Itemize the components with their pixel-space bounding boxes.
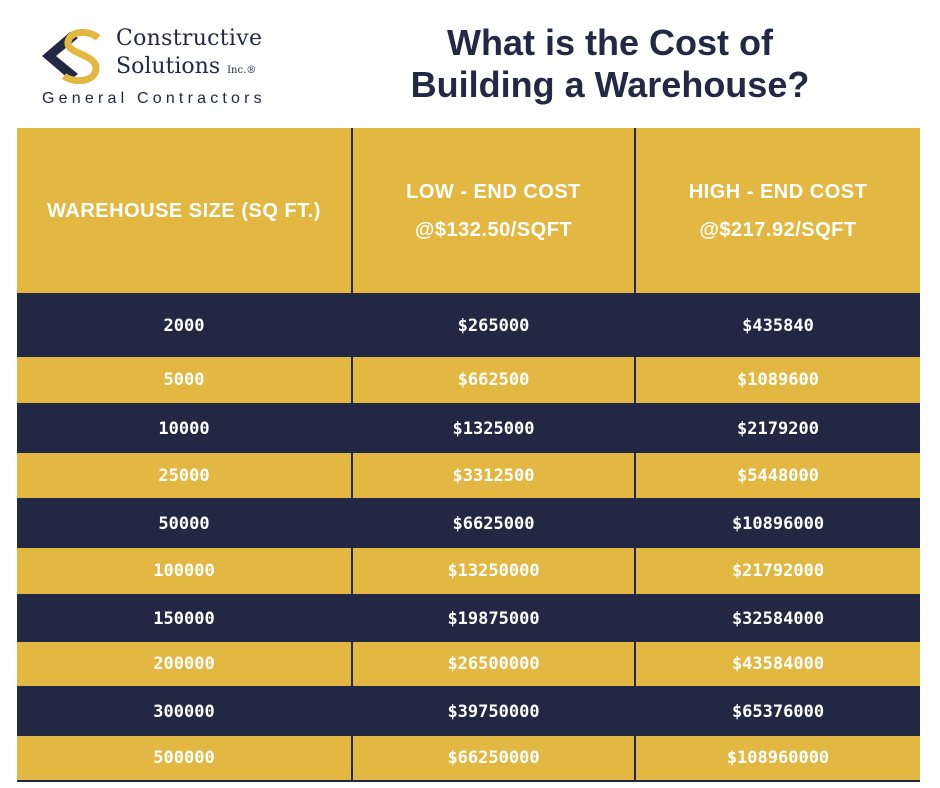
brand-suffix: Inc.® — [227, 65, 257, 76]
size-cell: 300000 — [17, 688, 353, 736]
size-cell: 200000 — [17, 642, 353, 688]
size-cell: 500000 — [17, 736, 353, 782]
high-end-cost-cell: $43584000 — [636, 642, 920, 688]
table-row: 10000 $1325000 $2179200 — [17, 405, 920, 453]
low-end-cost-cell: $26500000 — [353, 642, 636, 688]
low-end-cost-cell: $13250000 — [353, 548, 636, 596]
table-row: 500000 $66250000 $108960000 — [17, 736, 920, 782]
size-cell: 10000 — [17, 405, 353, 453]
table-header-row: WAREHOUSE SIZE (SQ FT.) LOW - END COST @$… — [17, 128, 920, 295]
low-end-cost-cell: $6625000 — [353, 500, 636, 548]
high-end-cost-cell: $108960000 — [636, 736, 920, 782]
size-cell: 5000 — [17, 357, 353, 405]
low-end-cost-cell: $19875000 — [353, 596, 636, 642]
table-row: 200000 $26500000 $43584000 — [17, 642, 920, 688]
high-end-cost-cell: $1089600 — [636, 357, 920, 405]
low-end-cost-cell: $66250000 — [353, 736, 636, 782]
size-cell: 150000 — [17, 596, 353, 642]
logo-mark-icon — [42, 29, 101, 84]
header-low-end-rate: @$132.50/SQFT — [414, 218, 573, 241]
high-end-cost-cell: $65376000 — [636, 688, 920, 736]
high-end-cost-cell: $10896000 — [636, 500, 920, 548]
header-high-end-label: HIGH - END COST — [688, 180, 868, 203]
high-end-cost-cell: $21792000 — [636, 548, 920, 596]
table-row: 5000 $662500 $1089600 — [17, 357, 920, 405]
low-end-cost-cell: $265000 — [353, 295, 636, 357]
high-end-cost-cell: $435840 — [636, 295, 920, 357]
company-logo: Constructive Solutions Inc.® General Con… — [40, 24, 270, 114]
header-high-end: HIGH - END COST @$217.92/SQFT — [636, 128, 920, 295]
low-end-cost-cell: $1325000 — [353, 405, 636, 453]
low-end-cost-cell: $39750000 — [353, 688, 636, 736]
high-end-cost-cell: $32584000 — [636, 596, 920, 642]
brand-name-solutions: Solutions — [116, 54, 221, 79]
table-row: 25000 $3312500 $5448000 — [17, 453, 920, 500]
title-line2: Building a Warehouse? — [410, 64, 810, 105]
high-end-cost-cell: $2179200 — [636, 405, 920, 453]
brand-tagline: General Contractors — [42, 90, 266, 107]
header-size-label: WAREHOUSE SIZE (SQ FT.) — [47, 199, 321, 222]
table-row: 150000 $19875000 $32584000 — [17, 596, 920, 642]
header-size: WAREHOUSE SIZE (SQ FT.) — [17, 128, 353, 295]
size-cell: 25000 — [17, 453, 353, 500]
header-low-end-label: LOW - END COST — [406, 180, 581, 203]
size-cell: 50000 — [17, 500, 353, 548]
low-end-cost-cell: $3312500 — [353, 453, 636, 500]
title-line1: What is the Cost of — [447, 22, 773, 63]
header-low-end: LOW - END COST @$132.50/SQFT — [353, 128, 636, 295]
size-cell: 100000 — [17, 548, 353, 596]
table-row: 50000 $6625000 $10896000 — [17, 500, 920, 548]
table-row: 2000 $265000 $435840 — [17, 295, 920, 357]
brand-name-line2: Solutions Inc.® — [116, 54, 256, 79]
brand-name-line1: Constructive — [116, 26, 263, 51]
table-row: 300000 $39750000 $65376000 — [17, 688, 920, 736]
low-end-cost-cell: $662500 — [353, 357, 636, 405]
cost-table: WAREHOUSE SIZE (SQ FT.) LOW - END COST @$… — [17, 128, 920, 782]
size-cell: 2000 — [17, 295, 353, 357]
header-high-end-rate: @$217.92/SQFT — [699, 218, 857, 241]
table-row: 100000 $13250000 $21792000 — [17, 548, 920, 596]
high-end-cost-cell: $5448000 — [636, 453, 920, 500]
page-title: What is the Cost of Building a Warehouse… — [340, 22, 880, 106]
